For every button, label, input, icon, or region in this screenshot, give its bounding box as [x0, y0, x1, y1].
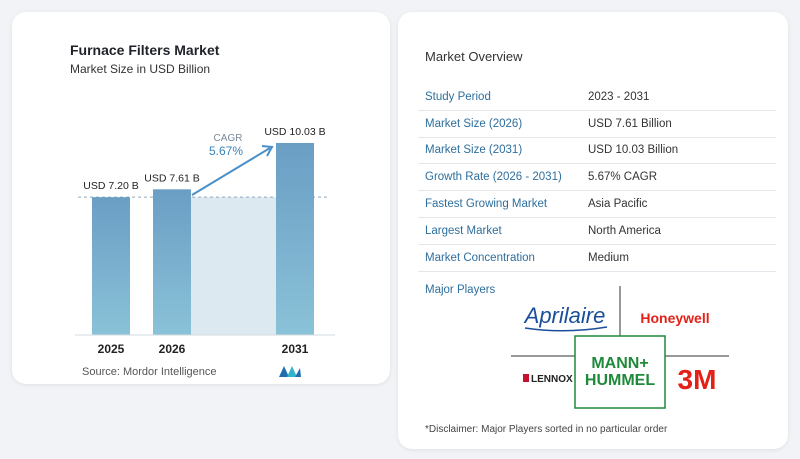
row-value: Medium — [588, 251, 629, 264]
cagr-value: 5.67% — [209, 144, 243, 158]
table-row: Market Concentration Medium — [418, 245, 776, 272]
lennox-mark-icon — [523, 374, 529, 382]
table-row: Fastest Growing Market Asia Pacific — [418, 191, 776, 218]
tick-label-2026: 2026 — [159, 342, 186, 356]
row-value: 5.67% CAGR — [588, 171, 658, 184]
bar-2025 — [92, 197, 130, 335]
hummel-logo: HUMMEL — [585, 372, 655, 389]
chart-title: Furnace Filters Market — [70, 42, 220, 58]
table-row: Study Period 2023 - 2031 — [418, 84, 776, 111]
disclaimer: *Disclaimer: Major Players sorted in no … — [425, 424, 668, 435]
tick-label-2031: 2031 — [282, 342, 309, 356]
row-key: Market Size (2026) — [425, 117, 523, 130]
row-value: 2023 - 2031 — [588, 90, 650, 103]
table-row: Largest Market North America — [418, 218, 776, 245]
row-value: Asia Pacific — [588, 198, 648, 211]
table-row: Market Size (2026) USD 7.61 Billion — [418, 111, 776, 138]
chart-subtitle: Market Size in USD Billion — [70, 62, 211, 76]
data-label-2031: USD 10.03 B — [264, 126, 325, 138]
mordor-logo-icon — [279, 366, 301, 377]
lennox-logo: LENNOX — [531, 374, 573, 385]
data-label-2026: USD 7.61 B — [144, 172, 199, 184]
tick-label-2025: 2025 — [98, 342, 125, 356]
3m-logo: 3M — [678, 364, 717, 395]
row-key: Largest Market — [425, 224, 502, 237]
row-value: USD 10.03 Billion — [588, 144, 679, 157]
table-row: Growth Rate (2026 - 2031) 5.67% CAGR — [418, 164, 776, 192]
mann-logo: MANN+ — [591, 355, 648, 372]
row-key: Market Concentration — [425, 251, 535, 264]
data-label-2025: USD 7.20 B — [83, 180, 138, 192]
cagr-label: CAGR — [214, 133, 243, 144]
mann-hummel-box — [574, 335, 666, 409]
bar-2031 — [276, 143, 314, 335]
overview-title: Market Overview — [425, 49, 523, 64]
cagr-arrowhead — [261, 145, 274, 157]
honeywell-logo: Honeywell — [640, 310, 709, 326]
cagr-arrow — [191, 147, 271, 196]
table-row: Market Size (2031) USD 10.03 Billion — [418, 138, 776, 165]
source-text: Source: Mordor Intelligence — [82, 366, 217, 378]
players-title: Major Players — [425, 284, 496, 296]
overview-table: Study Period 2023 - 2031 Market Size (202… — [418, 84, 776, 272]
row-key: Study Period — [425, 90, 491, 103]
growth-band — [191, 197, 276, 335]
row-value: North America — [588, 224, 661, 237]
row-value: USD 7.61 Billion — [588, 117, 672, 130]
aprilaire-swoosh-icon — [524, 326, 608, 332]
aprilaire-logo: Aprilaire — [523, 303, 606, 328]
bar-chart: USD 7.20 B 2025 USD 7.61 B 2026 USD 10.03 B 2… — [75, 126, 335, 356]
player-logos: Aprilaire Honeywell LENNOX MANN+ HUMMEL … — [511, 286, 729, 409]
row-key: Growth Rate (2026 - 2031) — [425, 171, 562, 184]
row-key: Fastest Growing Market — [425, 198, 548, 211]
row-key: Market Size (2031) — [425, 144, 523, 157]
bar-2026 — [153, 189, 191, 335]
